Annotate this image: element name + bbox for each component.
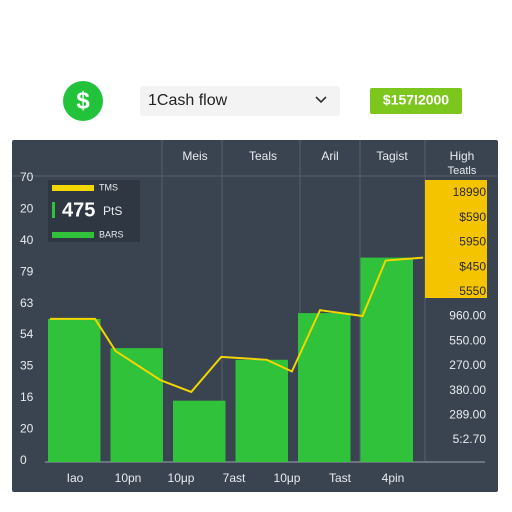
column-header: Teals bbox=[249, 149, 277, 163]
bar bbox=[48, 318, 101, 462]
x-label: 7ast bbox=[223, 471, 246, 485]
line bbox=[50, 256, 424, 394]
y-label: 79 bbox=[20, 264, 34, 278]
right-label: 289.00 bbox=[449, 407, 486, 421]
column-header: High bbox=[450, 149, 475, 163]
right-label: 5550 bbox=[459, 284, 486, 298]
column-header: Meis bbox=[182, 149, 207, 163]
x-label: Tast bbox=[329, 471, 352, 485]
column-header: Aril bbox=[321, 149, 338, 163]
column-subheader: Teatls bbox=[448, 165, 477, 177]
legend-marker bbox=[52, 202, 55, 218]
x-label: 10μp bbox=[274, 471, 301, 485]
y-label: 40 bbox=[20, 233, 34, 247]
x-label: 4pin bbox=[382, 471, 405, 485]
right-label: 5:2.70 bbox=[453, 432, 487, 446]
right-label: 960.00 bbox=[449, 309, 486, 323]
icon-text: $ bbox=[76, 87, 90, 114]
legend-label: BARS bbox=[99, 229, 124, 239]
legend-unit: PtS bbox=[103, 204, 122, 218]
bar bbox=[173, 400, 226, 462]
column-header: Tagist bbox=[376, 149, 408, 163]
y-label: 63 bbox=[20, 296, 34, 310]
y-label: 70 bbox=[20, 170, 34, 184]
y-label: 0 bbox=[20, 453, 27, 467]
legend-swatch bbox=[52, 232, 94, 238]
right-label: $590 bbox=[459, 210, 486, 224]
dropdown[interactable] bbox=[140, 86, 340, 116]
y-label: 54 bbox=[20, 327, 34, 341]
badge-text: $157I2000 bbox=[383, 92, 449, 108]
y-label: 20 bbox=[20, 421, 34, 435]
x-label: Iao bbox=[67, 471, 84, 485]
right-label: 550.00 bbox=[449, 333, 486, 347]
bar bbox=[298, 313, 351, 462]
x-label: 10pn bbox=[115, 471, 142, 485]
y-label: 35 bbox=[20, 359, 34, 373]
badge bbox=[370, 88, 462, 114]
y-label: 20 bbox=[20, 202, 34, 216]
legend-value: 475 bbox=[62, 199, 95, 221]
x-label: 10μp bbox=[168, 471, 195, 485]
legend-swatch bbox=[52, 185, 94, 191]
dollar-icon bbox=[63, 81, 103, 121]
chevron bbox=[315, 96, 327, 104]
right-label: 380.00 bbox=[449, 383, 486, 397]
right-label: 18990 bbox=[453, 185, 487, 199]
bar bbox=[235, 359, 288, 462]
bar bbox=[110, 348, 163, 462]
legend-label: TMS bbox=[99, 182, 118, 192]
bar bbox=[360, 257, 413, 462]
highlight-panel bbox=[425, 180, 487, 298]
right-label: 270.00 bbox=[449, 358, 486, 372]
right-label: 5950 bbox=[459, 235, 486, 249]
y-label: 16 bbox=[20, 390, 34, 404]
dropdown-text: 1Cash flow bbox=[148, 92, 228, 109]
right-label: $450 bbox=[459, 259, 486, 273]
